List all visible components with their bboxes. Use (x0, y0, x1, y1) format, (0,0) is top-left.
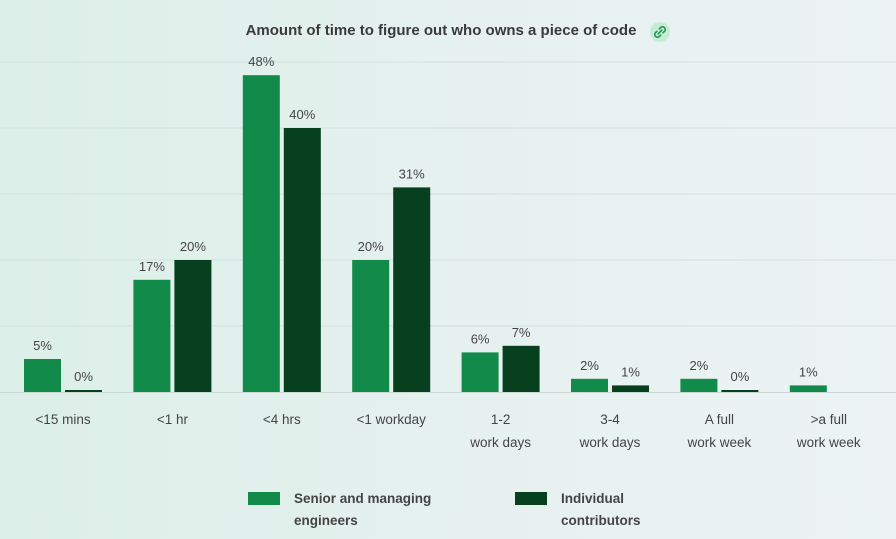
category-label: <1 workday (356, 412, 426, 427)
legend-label-individual-line2: contributors (561, 513, 641, 528)
category-label: <1 hr (157, 412, 189, 427)
value-label: 2% (690, 358, 709, 373)
bar-individual (65, 390, 102, 392)
bar-senior (24, 359, 61, 392)
bars (24, 75, 827, 392)
bar-individual (174, 260, 212, 392)
chart-title-row: Amount of time to figure out who owns a … (0, 22, 896, 39)
bar-senior (461, 352, 499, 392)
category-label: <15 mins (35, 412, 90, 427)
bar-individual (393, 187, 431, 392)
bar-senior (571, 378, 608, 392)
category-label: work days (579, 435, 641, 450)
value-label: 20% (358, 239, 384, 254)
legend-label-senior-line2: engineers (294, 513, 358, 528)
link-icon[interactable] (650, 22, 670, 42)
bar-senior (242, 75, 280, 392)
value-label: 2% (580, 358, 599, 373)
legend-swatch-individual (515, 492, 547, 505)
category-label: work week (796, 435, 861, 450)
value-label: 40% (289, 107, 315, 122)
category-label: >a full (811, 412, 847, 427)
bar-individual (502, 345, 540, 392)
value-label: 17% (139, 259, 165, 274)
category-label: 3-4 (600, 412, 620, 427)
value-label: 7% (512, 325, 531, 340)
value-label: 0% (731, 369, 750, 384)
value-label: 5% (33, 338, 52, 353)
category-label: <4 hrs (263, 412, 301, 427)
category-labels: <15 mins <1 hr <4 hrs <1 workday 1-2 work day… (35, 412, 861, 450)
category-label: A full (705, 412, 734, 427)
category-label: work days (469, 435, 531, 450)
chart-title: Amount of time to figure out who owns a … (245, 22, 637, 39)
bar-senior (352, 260, 390, 392)
legend-label-senior-line1: Senior and managing (294, 491, 432, 506)
legend-swatch-senior (248, 492, 280, 505)
value-label: 48% (248, 54, 274, 69)
bar-senior (133, 279, 171, 392)
value-label: 6% (471, 331, 490, 346)
value-labels: 5% 0% 17% 20% 48% 40% 20% 31% 6% 7% 2% 1% 2% 0% 1% (33, 54, 818, 384)
bar-individual (283, 128, 321, 392)
bar-individual (721, 390, 759, 392)
value-label: 1% (799, 364, 818, 379)
category-label: work week (687, 435, 752, 450)
value-label: 31% (399, 166, 425, 181)
bar-senior (680, 378, 718, 392)
value-label: 0% (74, 369, 93, 384)
legend-label-individual-line1: Individual (561, 491, 625, 506)
bar-individual (612, 385, 649, 392)
value-label: 20% (180, 239, 206, 254)
category-label: 1-2 (491, 412, 511, 427)
value-label: 1% (621, 364, 640, 379)
bar-senior (789, 385, 827, 392)
